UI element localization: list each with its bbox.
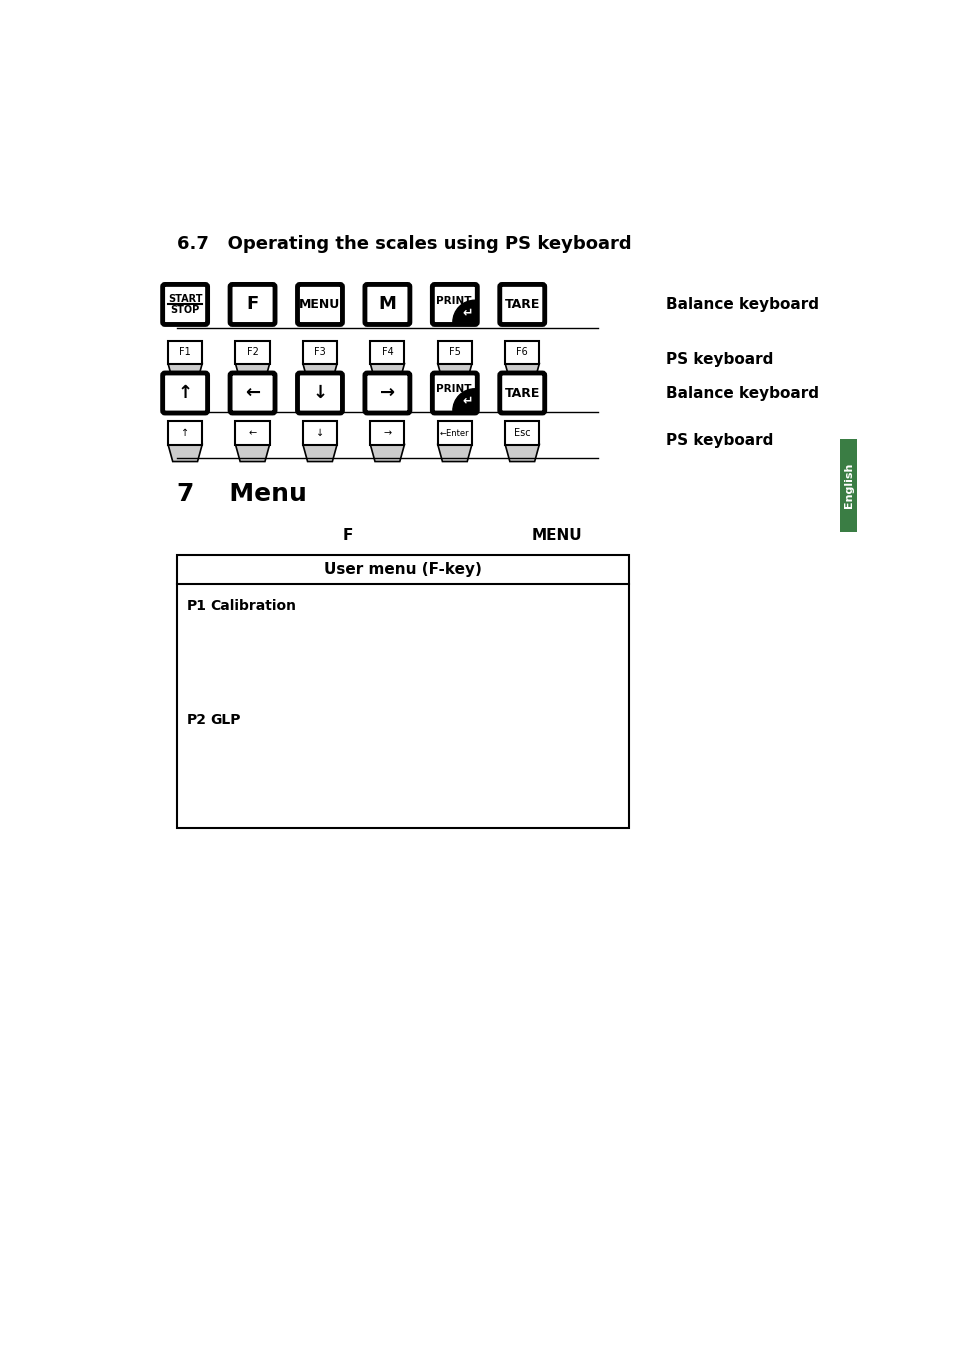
Text: 7    Menu: 7 Menu xyxy=(177,482,307,505)
Text: PS keyboard: PS keyboard xyxy=(665,433,772,448)
Polygon shape xyxy=(505,363,538,381)
Text: START: START xyxy=(168,294,202,304)
FancyBboxPatch shape xyxy=(162,373,208,413)
Text: PRINT: PRINT xyxy=(436,296,471,305)
Text: ←: ← xyxy=(248,428,256,437)
Polygon shape xyxy=(437,363,472,381)
FancyBboxPatch shape xyxy=(230,373,274,413)
Bar xyxy=(177,555,629,828)
Text: F2: F2 xyxy=(247,347,258,358)
Text: MENU: MENU xyxy=(299,298,340,311)
Text: P2: P2 xyxy=(187,713,207,726)
Polygon shape xyxy=(370,363,404,381)
Text: PS keyboard: PS keyboard xyxy=(665,352,772,367)
Polygon shape xyxy=(437,444,472,462)
Text: ↓: ↓ xyxy=(315,428,324,437)
Bar xyxy=(235,421,270,444)
FancyBboxPatch shape xyxy=(297,373,342,413)
Text: TARE: TARE xyxy=(504,298,539,311)
Text: Esc: Esc xyxy=(514,428,530,437)
Text: TARE: TARE xyxy=(504,386,539,400)
Text: ↵: ↵ xyxy=(461,396,472,409)
Text: 6.7   Operating the scales using PS keyboard: 6.7 Operating the scales using PS keyboa… xyxy=(177,235,631,254)
Polygon shape xyxy=(370,444,404,462)
Wedge shape xyxy=(453,300,475,323)
Text: F: F xyxy=(342,528,353,543)
Text: P1: P1 xyxy=(187,599,207,613)
Polygon shape xyxy=(235,444,270,462)
Polygon shape xyxy=(235,363,270,381)
Text: M: M xyxy=(378,296,395,313)
FancyBboxPatch shape xyxy=(432,373,476,413)
Polygon shape xyxy=(168,444,202,462)
Bar xyxy=(840,439,856,532)
Text: ↓: ↓ xyxy=(312,383,327,402)
Text: ←: ← xyxy=(245,383,260,402)
Text: ↑: ↑ xyxy=(177,383,193,402)
FancyBboxPatch shape xyxy=(499,285,544,324)
FancyBboxPatch shape xyxy=(230,285,274,324)
Text: Balance keyboard: Balance keyboard xyxy=(665,297,818,312)
Bar xyxy=(370,340,404,363)
Text: F4: F4 xyxy=(381,347,393,358)
Polygon shape xyxy=(303,444,336,462)
Wedge shape xyxy=(453,389,475,410)
Bar xyxy=(505,340,538,363)
Bar xyxy=(437,340,472,363)
FancyBboxPatch shape xyxy=(162,285,208,324)
Text: F5: F5 xyxy=(449,347,460,358)
Bar xyxy=(303,421,336,444)
Polygon shape xyxy=(505,444,538,462)
Text: ←Enter: ←Enter xyxy=(439,428,469,437)
FancyBboxPatch shape xyxy=(365,373,410,413)
Text: →: → xyxy=(383,428,391,437)
Text: Balance keyboard: Balance keyboard xyxy=(665,386,818,401)
Text: STOP: STOP xyxy=(171,305,199,315)
Bar xyxy=(303,340,336,363)
Text: F: F xyxy=(246,296,258,313)
Text: ↵: ↵ xyxy=(461,308,472,320)
Text: GLP: GLP xyxy=(210,713,240,726)
Text: F6: F6 xyxy=(516,347,528,358)
FancyBboxPatch shape xyxy=(297,285,342,324)
Text: User menu (F-key): User menu (F-key) xyxy=(324,562,481,576)
Bar xyxy=(168,421,202,444)
Polygon shape xyxy=(303,363,336,381)
FancyBboxPatch shape xyxy=(365,285,410,324)
Text: English: English xyxy=(842,463,853,508)
Polygon shape xyxy=(168,363,202,381)
Bar xyxy=(437,421,472,444)
Text: Calibration: Calibration xyxy=(210,599,295,613)
Bar xyxy=(505,421,538,444)
FancyBboxPatch shape xyxy=(432,285,476,324)
Text: ↑: ↑ xyxy=(181,428,189,437)
Text: PRINT: PRINT xyxy=(436,385,471,394)
FancyBboxPatch shape xyxy=(499,373,544,413)
Text: MENU: MENU xyxy=(531,528,582,543)
Text: F3: F3 xyxy=(314,347,326,358)
Text: →: → xyxy=(379,383,395,402)
Bar xyxy=(168,340,202,363)
Bar xyxy=(370,421,404,444)
Text: F1: F1 xyxy=(179,347,191,358)
Bar xyxy=(235,340,270,363)
